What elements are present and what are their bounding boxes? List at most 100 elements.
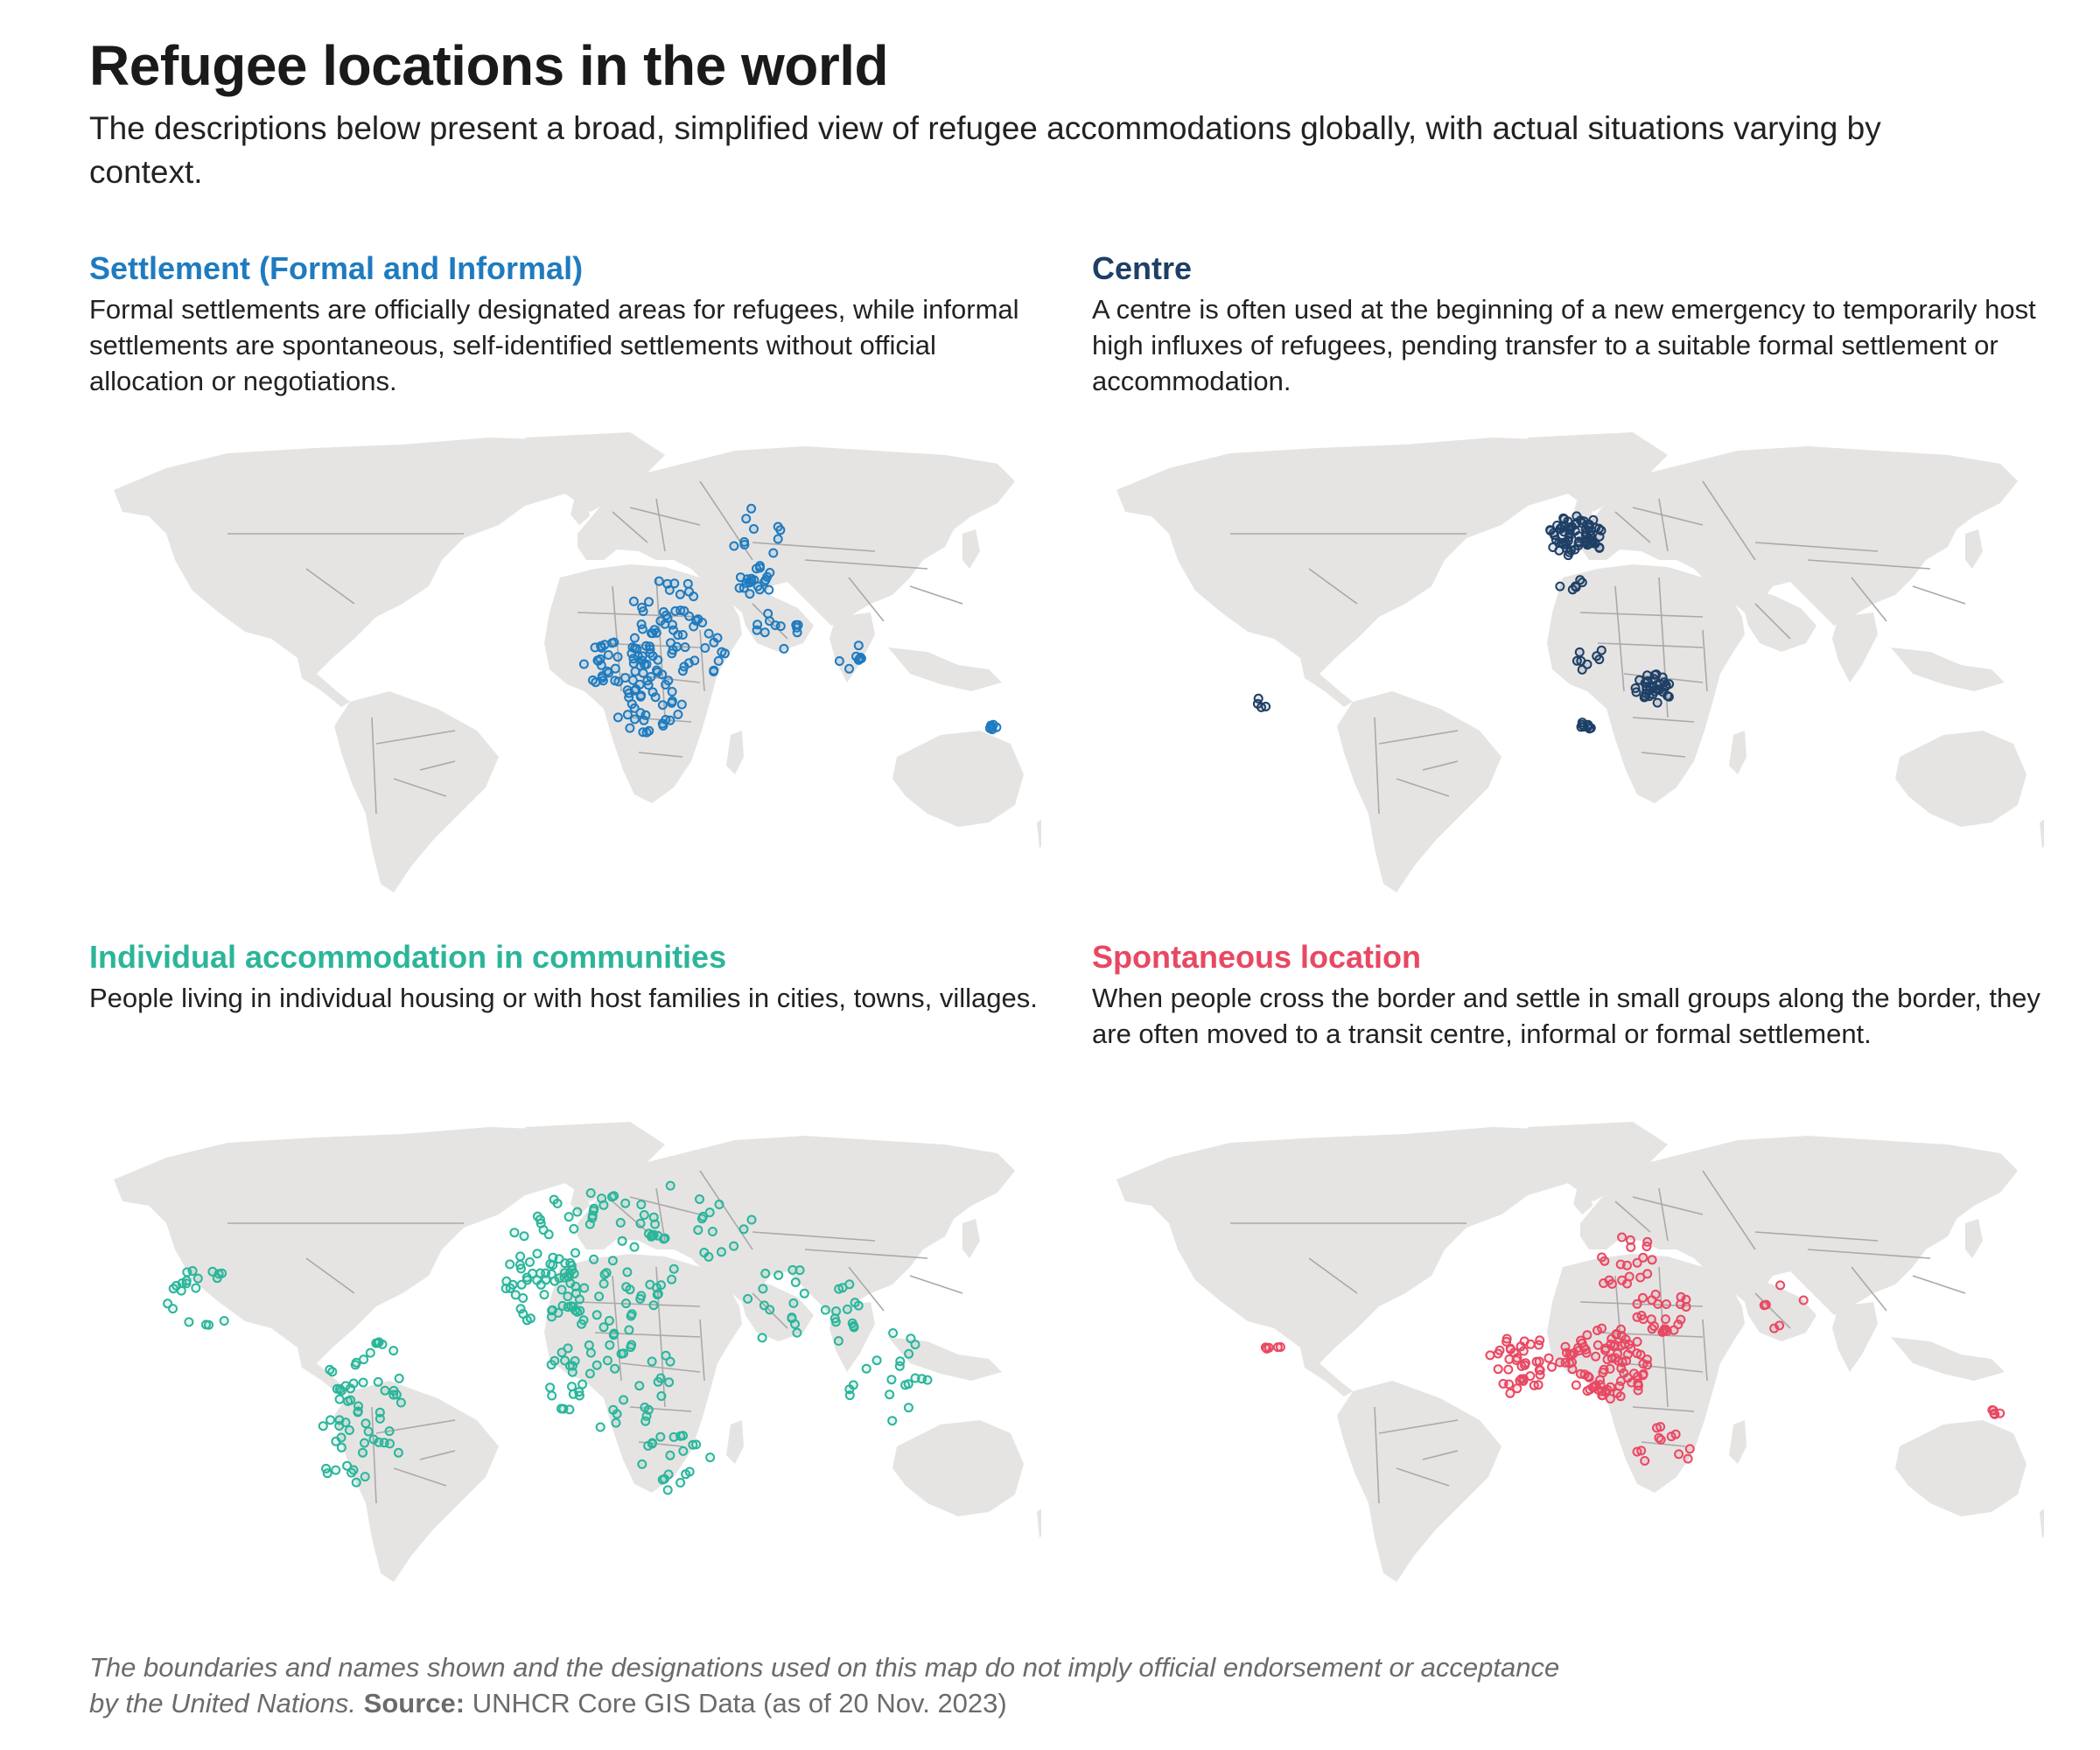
land-central-america [298, 658, 350, 707]
location-marker [917, 1374, 928, 1384]
location-marker [634, 679, 645, 690]
location-marker [569, 1223, 579, 1234]
location-marker [638, 606, 648, 617]
country-border [1754, 603, 1791, 640]
location-marker [365, 1348, 375, 1358]
location-marker [680, 642, 690, 653]
location-marker [1592, 1340, 1603, 1350]
location-marker [665, 715, 676, 725]
location-marker [764, 584, 774, 595]
location-marker [739, 540, 750, 550]
location-marker [547, 1390, 557, 1401]
location-marker [1623, 1339, 1634, 1349]
location-marker [572, 1207, 583, 1217]
location-marker [626, 699, 637, 710]
location-marker [1518, 1346, 1529, 1356]
location-marker [522, 1315, 532, 1326]
location-marker [545, 1382, 556, 1393]
location-marker [571, 1288, 581, 1298]
location-marker [657, 718, 668, 729]
location-marker [906, 1334, 916, 1344]
location-marker [608, 1404, 619, 1415]
location-marker [344, 1425, 354, 1435]
land-central-america [1300, 1348, 1353, 1396]
location-marker [668, 645, 678, 655]
location-marker [643, 1404, 654, 1415]
location-marker [765, 568, 775, 578]
world-map-centre [1116, 432, 2044, 892]
location-marker [1631, 687, 1642, 697]
location-marker [1661, 1299, 1671, 1309]
country-border [1641, 752, 1686, 758]
location-marker [546, 1269, 556, 1279]
location-marker [1617, 1357, 1628, 1368]
location-marker [635, 1293, 646, 1304]
location-marker [532, 1249, 542, 1259]
location-marker [1683, 1453, 1693, 1464]
land-madagascar [1729, 731, 1746, 774]
land-greenland [525, 1122, 665, 1201]
land-india [1832, 612, 1878, 682]
location-marker [182, 1267, 192, 1278]
location-marker [1558, 513, 1569, 523]
location-marker [844, 663, 854, 674]
location-marker [1571, 1380, 1581, 1390]
location-marker [676, 699, 687, 710]
location-marker [1652, 697, 1662, 708]
location-marker [1577, 578, 1587, 588]
country-border [1754, 1231, 1879, 1242]
location-marker [1604, 1275, 1614, 1285]
country-border [1658, 498, 1669, 552]
location-marker [652, 1283, 662, 1293]
land-new-zealand [2040, 819, 2044, 849]
location-marker [1516, 1361, 1527, 1371]
country-border [1754, 542, 1879, 552]
location-marker [322, 1468, 332, 1479]
location-marker [519, 1231, 529, 1242]
location-marker [635, 661, 646, 671]
location-marker [743, 1293, 753, 1304]
world-map-individual [114, 1122, 1041, 1582]
location-marker [662, 1485, 673, 1495]
location-marker [1576, 1368, 1586, 1379]
location-marker [643, 1440, 654, 1451]
location-marker [1990, 1409, 2000, 1419]
country-border [1597, 642, 1704, 648]
location-marker [834, 1284, 844, 1294]
location-marker [833, 1336, 844, 1346]
location-marker [1636, 1446, 1647, 1456]
location-marker [340, 1418, 351, 1428]
location-marker [525, 1256, 535, 1267]
location-marker [564, 1269, 575, 1279]
location-marker [325, 1364, 335, 1375]
country-border [638, 752, 683, 758]
location-marker [1508, 1348, 1519, 1358]
land-arabia [1738, 1276, 1816, 1341]
location-marker [1581, 1348, 1592, 1358]
location-marker [788, 1298, 799, 1308]
location-marker [758, 1284, 768, 1294]
location-marker [1774, 1320, 1785, 1331]
location-marker [646, 672, 656, 682]
location-marker [636, 690, 647, 701]
location-marker [556, 1284, 567, 1295]
location-marker [704, 628, 714, 639]
location-marker [516, 1279, 527, 1290]
location-marker [388, 1385, 399, 1396]
location-marker [693, 1225, 704, 1236]
location-marker [664, 1377, 675, 1388]
location-marker [1564, 532, 1574, 542]
country-border [1632, 1196, 1704, 1215]
location-marker [599, 640, 610, 650]
location-marker [385, 1438, 395, 1449]
country-border [1396, 778, 1450, 797]
source-text: UNHCR Core GIS Data (as of 20 Nov. 2023) [472, 1688, 1007, 1718]
location-marker [396, 1397, 406, 1408]
location-marker [605, 1340, 615, 1350]
location-marker [360, 1438, 369, 1448]
location-marker [752, 625, 762, 635]
location-marker [673, 710, 683, 719]
location-marker [713, 655, 724, 666]
land-new-zealand [1037, 1508, 1041, 1538]
location-marker [653, 654, 663, 665]
